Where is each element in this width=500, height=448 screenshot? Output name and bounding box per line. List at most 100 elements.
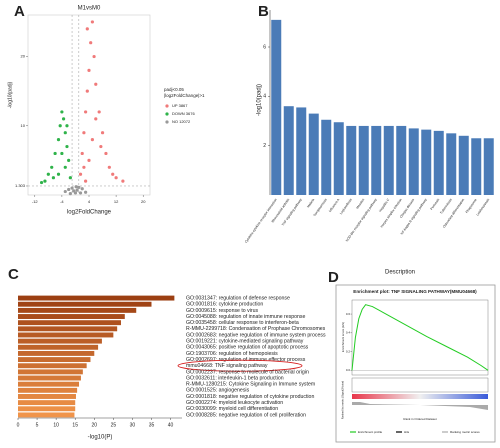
- y-tick-label: 4: [263, 94, 266, 100]
- x-tick-label: Legionellosis: [339, 197, 353, 215]
- y-tick-label: GO:0032611: interleukin-1 beta productio…: [186, 375, 284, 381]
- panel-letter: A: [14, 3, 25, 20]
- x-tick-label: Measles: [355, 197, 365, 209]
- legend-marker: [165, 104, 169, 108]
- y-tick-label: GO:0019221: cytokine-mediated signaling …: [186, 339, 304, 345]
- bar: [321, 119, 332, 195]
- plot-frame: [351, 299, 489, 376]
- x-tick-label: -12: [32, 199, 39, 204]
- bar: [333, 122, 344, 195]
- panel-letter: C: [8, 266, 19, 283]
- y-tick-label: 0.4: [346, 331, 351, 335]
- x-tick-label: 40: [168, 422, 174, 428]
- y-axis-label: -log10(padj): [7, 81, 13, 108]
- point: [63, 131, 67, 135]
- y-tick-label: GO:0008285: negative regulation of cell …: [186, 412, 306, 418]
- y-tick-label: GO:0001816: cytokine production: [186, 302, 263, 308]
- legend-label: UP 3867: [172, 103, 188, 108]
- legend-label: Enrichment profile: [358, 430, 383, 434]
- point: [97, 110, 101, 114]
- point: [114, 176, 118, 180]
- x-axis-label: log2FoldChange: [67, 210, 112, 216]
- point: [74, 185, 78, 189]
- metric-area: [352, 402, 488, 410]
- legend-label: NO 12072: [172, 119, 191, 124]
- bar: [18, 381, 80, 387]
- point: [39, 180, 44, 185]
- point: [104, 151, 108, 156]
- y-tick-label: 1.303: [15, 183, 26, 188]
- point: [56, 172, 61, 176]
- plot-frame: [27, 14, 151, 196]
- point: [100, 131, 105, 135]
- rank-gradient: [352, 394, 488, 399]
- bar: [18, 387, 78, 393]
- point: [92, 54, 96, 59]
- es-line: [351, 304, 489, 371]
- point: [53, 151, 57, 156]
- point: [99, 144, 103, 149]
- legend-title: |log2FoldChange|>1: [164, 93, 205, 98]
- bar: [18, 406, 76, 412]
- bar: [18, 314, 125, 319]
- bar: [18, 338, 102, 344]
- x-tick-label: 12: [114, 199, 119, 204]
- point: [51, 176, 56, 180]
- point: [63, 189, 67, 194]
- point: [84, 179, 88, 183]
- x-axis-label: -log10(P): [88, 435, 113, 441]
- point: [87, 158, 91, 162]
- point: [65, 144, 69, 149]
- point: [46, 172, 50, 176]
- panel-d-frame: [335, 284, 496, 443]
- point: [60, 110, 64, 114]
- bar: [346, 125, 357, 195]
- point: [90, 20, 94, 24]
- x-tick-label: Pertussis: [429, 197, 440, 210]
- bar: [271, 19, 282, 195]
- point: [121, 179, 125, 183]
- bar: [471, 138, 482, 195]
- bar: [371, 125, 382, 195]
- y-tick-label: GO:0002237: response to molecule of bact…: [186, 369, 309, 375]
- point: [89, 41, 93, 45]
- point: [84, 110, 88, 114]
- y-tick-label: mmu04668: TNF signaling pathway: [186, 363, 268, 369]
- y-axis-label: -log10(padj): [257, 84, 263, 116]
- y-tick-label: GO:0002274: myeloid leukocyte activation: [186, 400, 283, 406]
- legend-marker: [165, 112, 169, 116]
- point: [65, 124, 69, 128]
- panel-letter: B: [258, 3, 269, 20]
- x-tick-label: 0: [17, 422, 20, 428]
- point: [77, 185, 81, 189]
- y-tick-label: GO:0043065: positive regulation of apopt…: [186, 345, 309, 351]
- y-tick-label: GO:1903706: regulation of hemopoiesis: [186, 351, 278, 357]
- x-tick-label: Hepatitis C: [378, 197, 391, 213]
- bar: [18, 369, 83, 375]
- point: [80, 187, 84, 191]
- point: [68, 192, 72, 196]
- bar: [383, 125, 394, 195]
- bar: [18, 357, 91, 363]
- bar: [18, 394, 76, 399]
- chart-title: Enrichment plot: TNF SIGNALING PATHWAY(M…: [353, 289, 477, 294]
- y-tick-label: GO:0045088: regulation of innate immune …: [186, 314, 306, 320]
- bar: [308, 113, 319, 195]
- point: [43, 179, 47, 183]
- point: [85, 89, 89, 93]
- point: [50, 165, 54, 169]
- point: [70, 186, 74, 190]
- y-tick-label: GO:0002683: negative regulation of immun…: [186, 332, 326, 338]
- point: [111, 172, 115, 176]
- x-tick-label: 4: [88, 199, 91, 204]
- bar: [358, 125, 369, 195]
- bar: [421, 129, 432, 195]
- point: [56, 138, 61, 142]
- point: [94, 117, 98, 121]
- bar: [18, 320, 121, 326]
- y-tick-label: 10: [21, 123, 26, 128]
- point: [68, 176, 72, 180]
- y-tick-label: 0.0: [346, 368, 351, 372]
- bar: [18, 295, 175, 301]
- point: [82, 131, 86, 135]
